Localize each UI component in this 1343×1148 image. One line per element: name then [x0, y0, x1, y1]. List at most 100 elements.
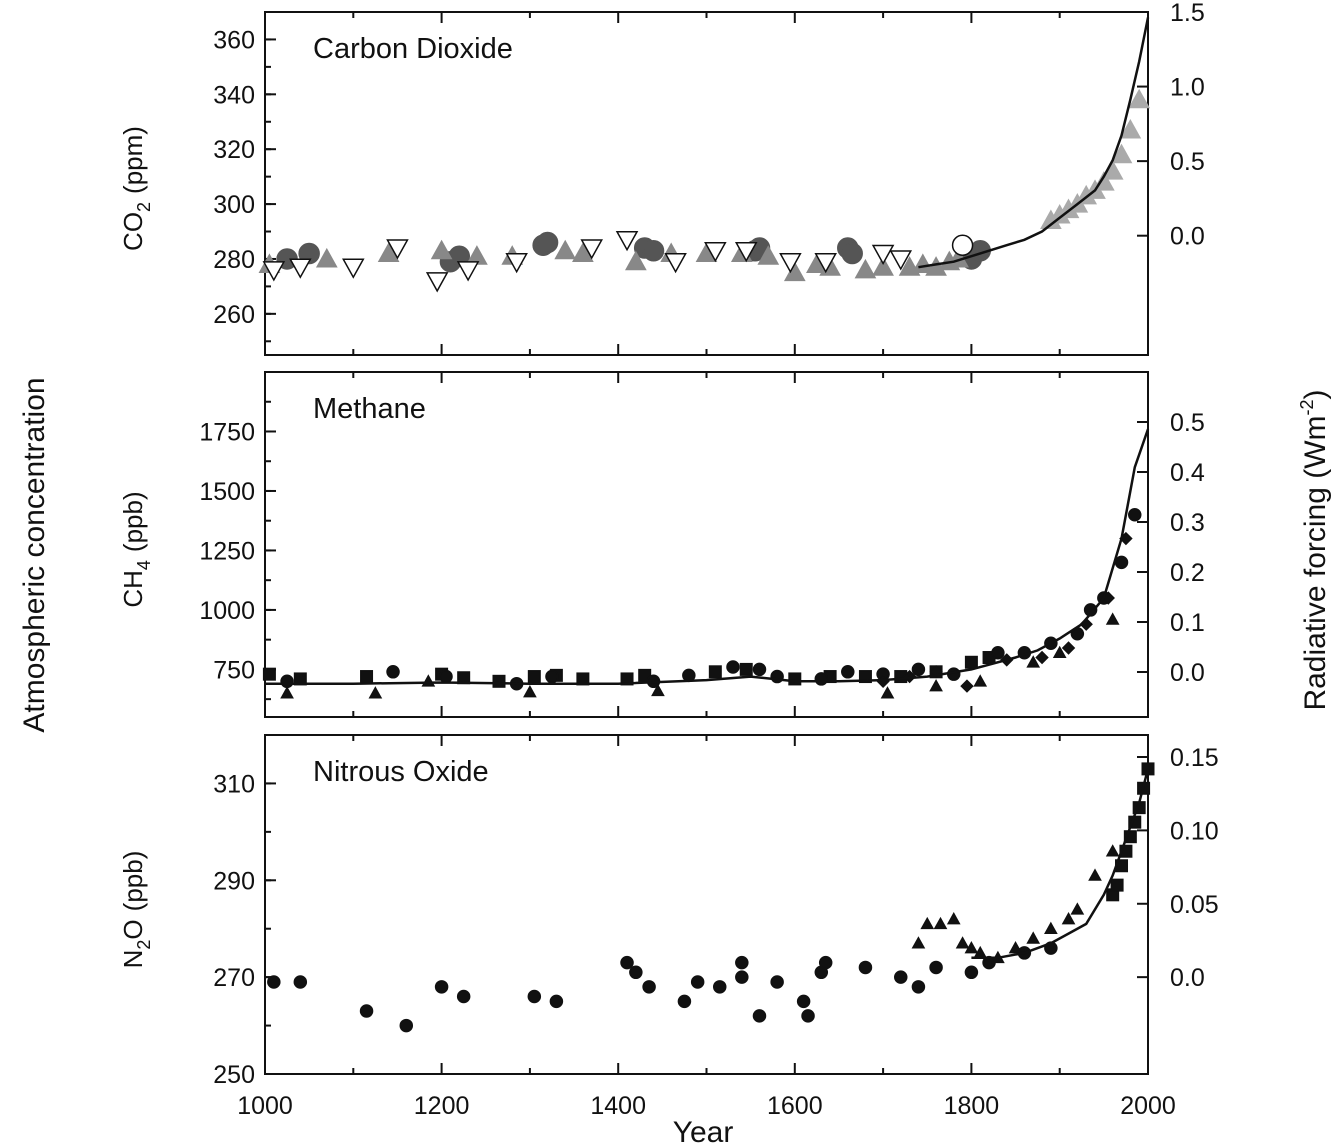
data-point	[872, 256, 894, 276]
y-tick-label: 750	[213, 656, 255, 684]
right-axis-title-close: )	[1299, 389, 1332, 399]
data-point	[664, 252, 687, 274]
x-tick-label: 1600	[767, 1092, 823, 1120]
data-point	[880, 686, 895, 699]
data-point	[554, 239, 577, 260]
data-point	[911, 253, 934, 273]
panels: 260 280 300 320 340 360 0.0 0.5 1.0 1.5 Carbon Dio…	[118, 0, 1219, 1120]
y-axis-label: CH4 (ppb)	[118, 491, 154, 607]
data-point	[456, 989, 471, 1004]
data-point	[735, 970, 749, 984]
data-point	[1052, 645, 1067, 659]
data-point	[620, 672, 634, 686]
data-point	[1070, 902, 1085, 915]
data-point	[527, 989, 542, 1004]
data-point	[955, 936, 970, 949]
y-axis-label-sub: 4	[134, 560, 154, 570]
data-point	[505, 252, 528, 274]
fit-line	[971, 768, 1150, 960]
right-axis-title-sup: -2	[1297, 399, 1317, 415]
data-point	[421, 674, 436, 687]
data-point	[960, 679, 974, 693]
y-tick-label: 1750	[199, 418, 255, 446]
data-point	[430, 239, 453, 260]
right-y-tick-label: 0.0	[1170, 223, 1205, 251]
y-axis-label: CO2 (ppm)	[118, 126, 154, 251]
data-point	[739, 662, 753, 676]
data-point	[399, 1018, 414, 1033]
data-point	[735, 955, 749, 970]
right-y-tick-label: 0.5	[1170, 409, 1205, 437]
y-tick-label: 310	[213, 770, 255, 798]
data-point	[871, 244, 895, 266]
y-tick-label: 280	[213, 246, 255, 274]
data-point	[752, 662, 767, 677]
data-point	[536, 231, 559, 254]
data-point	[492, 674, 506, 688]
data-point	[456, 261, 480, 282]
data-point	[1105, 612, 1120, 625]
data-point	[1061, 911, 1076, 925]
data-point	[342, 258, 365, 279]
right-axis-title: Radiative forcing (Wm-2)	[1297, 389, 1332, 710]
data-point	[359, 1004, 374, 1018]
data-point	[889, 250, 913, 271]
data-point	[770, 975, 784, 989]
y-tick-label: 290	[213, 867, 255, 895]
data-point	[991, 646, 1005, 660]
data-point	[1110, 878, 1124, 892]
data-point	[1026, 931, 1041, 944]
data-point	[1101, 160, 1124, 180]
data-point	[973, 674, 988, 687]
y-axis-label-main: CH	[118, 570, 148, 608]
data-point	[757, 245, 780, 265]
x-tick-label: 2000	[1120, 1092, 1176, 1120]
right-y-tick-label: 0.1	[1170, 609, 1205, 637]
right-y-tick-label: 0.05	[1170, 891, 1219, 919]
data-point	[315, 247, 338, 268]
data-point	[1044, 921, 1058, 935]
data-point	[1114, 555, 1129, 570]
y-tick-label: 1000	[199, 597, 255, 625]
panel-3: 250 270 290 310 0.0 0.05 0.10 0.15 Nitrous Oxide…	[118, 734, 1219, 1120]
x-tick-label: 1200	[414, 1092, 470, 1120]
data-point	[289, 258, 312, 279]
data-point	[708, 665, 722, 679]
y-axis-label-main: CO	[118, 212, 148, 251]
data-point	[527, 670, 541, 684]
y-tick-label: 300	[213, 191, 255, 219]
data-point	[779, 252, 802, 274]
data-point	[386, 665, 400, 679]
data-point	[368, 686, 383, 699]
data-point	[677, 994, 692, 1009]
y-axis-label: N2O (ppb)	[118, 851, 154, 969]
data-point	[1110, 143, 1133, 164]
data-point	[1083, 603, 1098, 617]
data-point	[814, 252, 837, 274]
data-point	[690, 975, 705, 989]
panel-1: 260 280 300 320 340 360 0.0 0.5 1.0 1.5 Carbon Dio…	[118, 0, 1205, 356]
data-point	[902, 669, 917, 684]
data-point	[1035, 650, 1049, 665]
right-axis-title-main: Radiative forcing (Wm	[1299, 415, 1332, 710]
right-y-tick-label: 0.0	[1170, 964, 1205, 992]
data-point	[620, 955, 634, 970]
right-y-tick-label: 0.5	[1170, 148, 1205, 176]
data-point	[911, 936, 926, 949]
data-point	[1088, 868, 1102, 881]
data-point	[425, 272, 449, 293]
data-point	[642, 239, 665, 262]
fit-line	[265, 428, 1150, 685]
right-y-tick-label: 0.10	[1170, 817, 1219, 845]
x-tick-label: 1000	[237, 1092, 293, 1120]
data-point	[545, 669, 559, 684]
data-point	[894, 970, 908, 984]
data-point	[933, 916, 948, 930]
data-point	[801, 1009, 815, 1023]
panel-2: 750 1000 1250 1500 1750 0.0 0.1 0.2 0.3 0.4 0.5 Met…	[118, 371, 1205, 718]
data-point	[929, 960, 943, 975]
x-tick-label: 1400	[590, 1092, 646, 1120]
data-point	[523, 684, 537, 698]
data-point	[1061, 641, 1076, 655]
data-point	[814, 672, 829, 686]
